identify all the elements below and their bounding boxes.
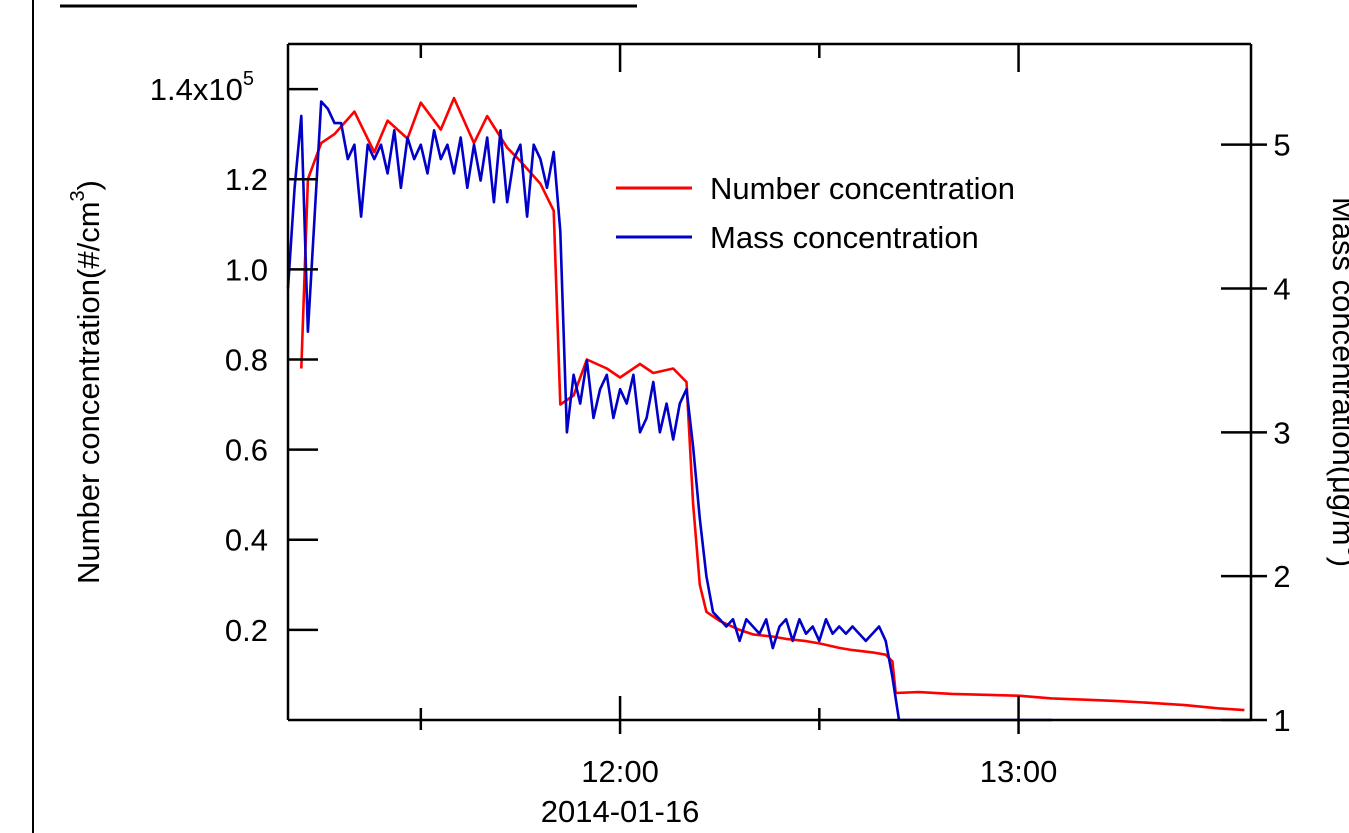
frame-layer: [32, 0, 637, 833]
series-line-0: [300, 96, 1245, 712]
y-tick-label-3: 0.8: [225, 342, 268, 377]
x-axis-label: 2014-01-16: [541, 794, 700, 829]
y2-axis-label-base: Mass concentration(μg/m: [1326, 197, 1349, 546]
y-tick-label-0: 0.2: [225, 613, 268, 648]
legend-label-0: Number concentration: [710, 171, 1015, 206]
y2-tick-label-3: 4: [1273, 272, 1290, 307]
y-axis-label-sup: 3: [67, 190, 89, 201]
series-layer: [286, 96, 1245, 722]
y-tick-label-sup: 5: [243, 68, 254, 90]
y2-tick-label-1: 2: [1273, 559, 1290, 594]
y2-axis-label-tail: ): [1326, 557, 1349, 567]
x-tick-label-0: 12:00: [581, 754, 659, 789]
x-tick-label-1: 13:00: [980, 754, 1058, 789]
y-tick-label-2: 0.6: [225, 433, 268, 468]
y2-axis-label: Mass concentration(μg/m3): [1326, 197, 1349, 567]
y-tick-label-5: 1.2: [225, 162, 268, 197]
y2-axis-label-sup: 3: [1343, 546, 1349, 557]
legend-label-1: Mass concentration: [710, 220, 979, 255]
series-line-1: [286, 100, 1052, 722]
legend: Number concentration Mass concentration: [616, 171, 1015, 255]
y2-tick-label-0: 1: [1273, 703, 1290, 738]
y-tick-label-6: 1.4x105: [150, 68, 254, 107]
y-axis-label-tail: ): [71, 180, 106, 190]
y-axis-label: Number concentration(#/cm3): [67, 180, 106, 584]
y2-tick-label-4: 5: [1273, 128, 1290, 163]
y-axis-label-base: Number concentration(#/cm: [71, 201, 106, 584]
y-tick-label-base: 1.4x10: [150, 72, 243, 107]
y-tick-label-4: 1.0: [225, 252, 268, 287]
y2-tick-label-2: 3: [1273, 415, 1290, 450]
y-tick-label-1: 0.4: [225, 523, 268, 558]
